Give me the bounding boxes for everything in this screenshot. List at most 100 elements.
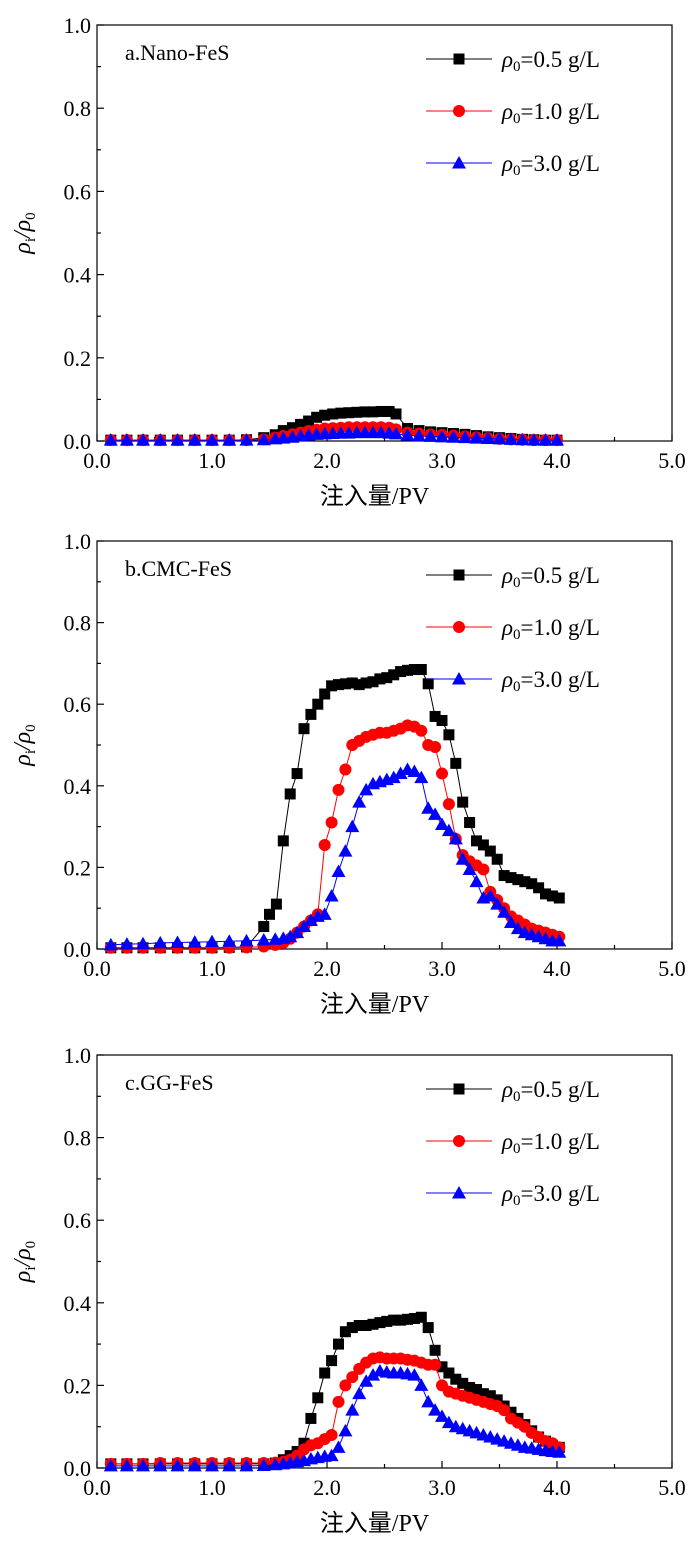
x-tick-label: 1.0 <box>198 1475 226 1500</box>
data-point <box>477 863 490 876</box>
x-axis-title: 注入量/PV <box>320 991 430 1018</box>
data-point <box>136 433 150 446</box>
data-point <box>153 935 168 949</box>
x-tick-label: 4.0 <box>543 448 571 473</box>
data-point <box>291 768 303 780</box>
data-point <box>421 801 436 814</box>
data-point <box>359 406 371 418</box>
legend-label: ρ0=0.5 g/L <box>501 1077 600 1105</box>
data-point <box>443 1367 455 1379</box>
y-axis-title: ρi/ρ0 <box>10 212 39 254</box>
data-point <box>441 1415 456 1429</box>
data-point <box>170 433 185 446</box>
data-point <box>205 433 219 446</box>
data-point <box>395 666 407 678</box>
data-point <box>367 676 379 688</box>
data-point <box>324 1448 339 1462</box>
y-tick-label: 0.4 <box>64 774 92 799</box>
legend: ρ0=0.5 g/Lρ0=1.0 g/Lρ0=3.0 g/L <box>426 1077 600 1209</box>
x-tick-label: 4.0 <box>543 956 571 981</box>
data-point <box>435 817 449 831</box>
data-point <box>352 1386 367 1400</box>
data-point <box>550 433 564 446</box>
data-point <box>505 872 517 884</box>
data-point <box>442 798 455 811</box>
series-2 <box>104 719 566 954</box>
data-point <box>415 1311 427 1323</box>
x-tick-label: 4.0 <box>543 1475 571 1500</box>
data-point <box>324 888 339 902</box>
legend-sub: 0 <box>513 1089 521 1105</box>
data-point <box>298 1437 310 1449</box>
legend-label: ρ0=3.0 g/L <box>501 667 600 695</box>
legend-label: ρ0=0.5 g/L <box>501 47 600 75</box>
data-point <box>498 870 510 882</box>
data-point <box>333 679 344 691</box>
legend-rho: ρ <box>501 563 513 588</box>
legend-rho: ρ <box>501 615 513 640</box>
data-point <box>103 937 118 951</box>
data-point <box>389 426 403 440</box>
data-point <box>312 698 324 710</box>
x-tick-label: 0.0 <box>83 448 111 473</box>
data-point <box>491 1394 503 1406</box>
data-point <box>343 407 355 419</box>
data-point <box>381 1315 393 1327</box>
data-point <box>367 1318 379 1330</box>
data-point <box>311 411 323 423</box>
data-point <box>412 429 426 442</box>
y-title-sep: /ρ <box>10 732 36 752</box>
y-tick-label: 1.0 <box>64 1043 92 1068</box>
data-point <box>414 1378 429 1391</box>
y-title-rho: ρ <box>10 1271 36 1284</box>
data-point <box>333 1338 344 1350</box>
data-point <box>546 890 558 902</box>
data-point <box>435 1409 449 1422</box>
legend-sub: 0 <box>513 627 521 643</box>
data-point <box>407 764 422 778</box>
data-point <box>239 433 254 446</box>
data-point <box>345 1403 360 1416</box>
data-point <box>429 1358 442 1371</box>
y-tick-label: 0.0 <box>64 1456 92 1481</box>
series-3 <box>103 1363 567 1472</box>
y-tick-label: 0.6 <box>64 692 92 717</box>
x-axis-title: 注入量/PV <box>320 483 430 510</box>
data-point <box>408 664 420 676</box>
y-title-sep: /ρ <box>10 1248 36 1268</box>
series-2 <box>104 1351 566 1470</box>
data-point <box>464 1381 476 1393</box>
data-point <box>469 431 484 444</box>
legend-value: =1.0 g/L <box>521 615 600 640</box>
data-point <box>351 406 363 418</box>
data-point <box>353 679 365 691</box>
data-point <box>153 1458 168 1472</box>
data-point <box>423 429 438 442</box>
legend-marker <box>453 569 465 581</box>
data-point <box>381 672 393 684</box>
data-point <box>510 921 525 935</box>
data-point <box>515 432 530 446</box>
data-point <box>429 741 442 754</box>
data-point <box>287 422 298 434</box>
data-point <box>239 933 254 947</box>
legend-marker <box>453 1135 465 1147</box>
data-point <box>367 406 379 418</box>
data-point <box>346 677 358 689</box>
x-tick-label: 2.0 <box>313 448 341 473</box>
legend-label: ρ0=3.0 g/L <box>501 151 600 179</box>
data-point <box>346 1371 359 1384</box>
y-tick-label: 0.8 <box>64 611 92 636</box>
data-point <box>222 934 237 947</box>
legend-marker <box>453 105 465 117</box>
data-point <box>552 933 567 947</box>
data-point <box>428 807 443 820</box>
data-point <box>319 409 331 421</box>
legend-rho: ρ <box>501 667 513 692</box>
y-title-sub-i: i <box>23 238 39 242</box>
data-point <box>527 433 541 446</box>
data-point <box>303 913 318 926</box>
data-point <box>443 729 455 741</box>
legend-label: ρ0=1.0 g/L <box>501 1129 600 1157</box>
data-point <box>277 835 289 847</box>
